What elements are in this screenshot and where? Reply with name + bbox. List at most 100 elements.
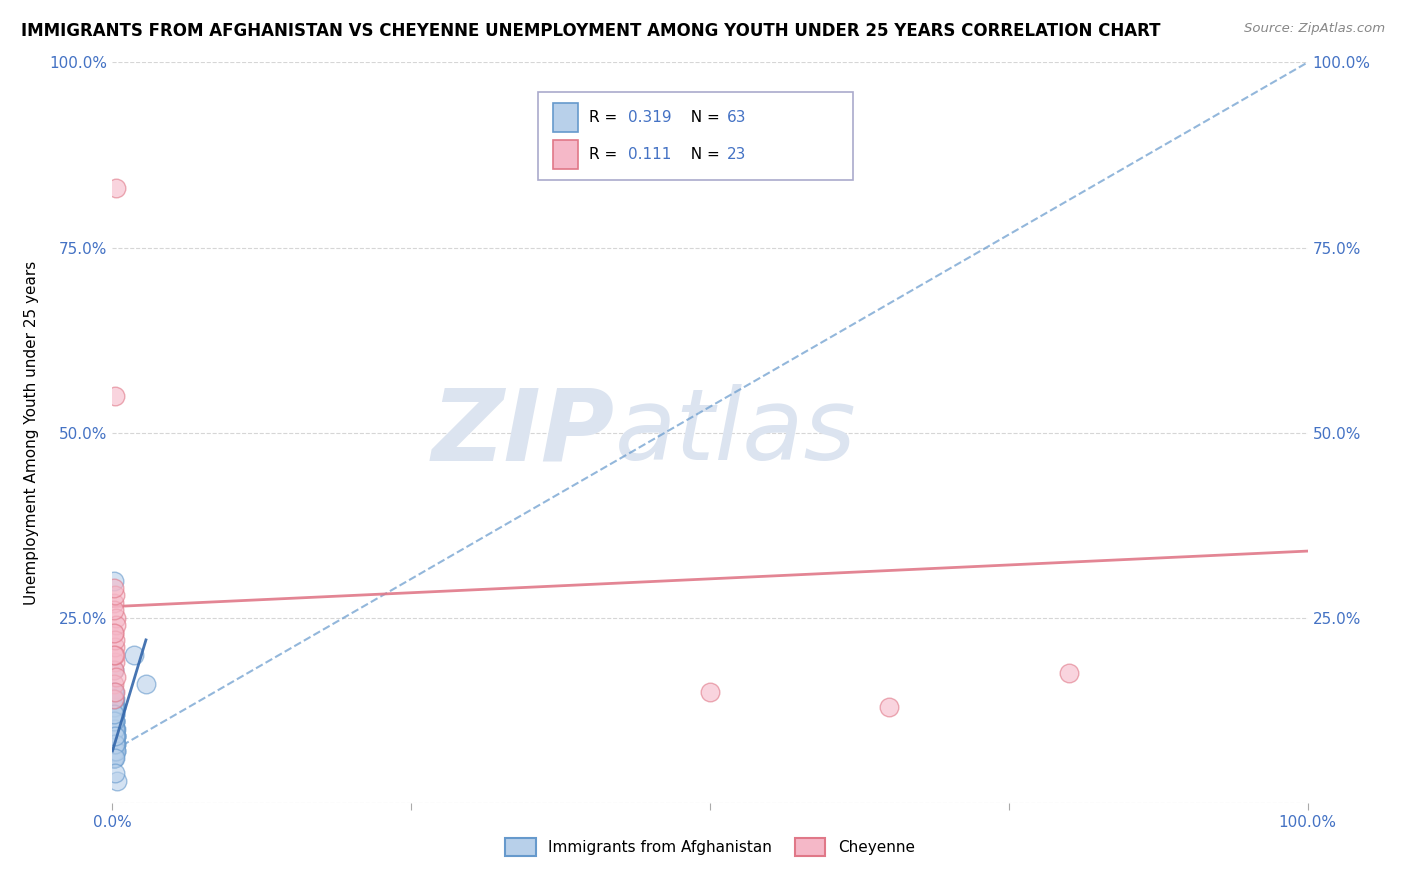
Point xyxy=(103,663,125,677)
Text: atlas: atlas xyxy=(614,384,856,481)
Point xyxy=(105,729,128,743)
Point xyxy=(104,722,127,736)
Point xyxy=(103,751,125,765)
Text: 0.111: 0.111 xyxy=(628,147,672,162)
Point xyxy=(104,714,127,729)
Point xyxy=(104,744,127,758)
Point xyxy=(103,603,125,617)
Point xyxy=(104,722,127,736)
Text: N =: N = xyxy=(681,110,724,125)
Point xyxy=(103,581,125,595)
Point xyxy=(104,699,127,714)
Point xyxy=(105,618,128,632)
Point xyxy=(103,737,125,751)
Point xyxy=(104,766,127,780)
Point xyxy=(103,722,125,736)
Point xyxy=(103,744,125,758)
Point xyxy=(104,737,127,751)
Point xyxy=(104,632,127,647)
Point xyxy=(103,692,125,706)
Point xyxy=(104,589,127,603)
Text: ZIP: ZIP xyxy=(432,384,614,481)
Point xyxy=(103,706,125,721)
Text: N =: N = xyxy=(681,147,724,162)
Point xyxy=(104,737,127,751)
Point xyxy=(103,685,125,699)
Point xyxy=(103,706,125,721)
Point xyxy=(104,737,127,751)
Point xyxy=(103,744,125,758)
Point xyxy=(104,648,127,662)
Point xyxy=(103,751,125,765)
Point xyxy=(104,737,127,751)
Point xyxy=(103,685,125,699)
Point xyxy=(105,737,128,751)
Point xyxy=(104,729,127,743)
Point xyxy=(103,692,125,706)
Point xyxy=(104,655,127,669)
Point xyxy=(122,648,145,662)
Point xyxy=(103,625,125,640)
Point xyxy=(103,714,125,729)
Point xyxy=(103,714,125,729)
Point xyxy=(135,677,157,691)
Point xyxy=(103,744,125,758)
Point xyxy=(105,699,128,714)
Point xyxy=(104,685,127,699)
Point xyxy=(103,685,125,699)
Point xyxy=(105,181,128,195)
Text: 0.319: 0.319 xyxy=(628,110,672,125)
Text: R =: R = xyxy=(589,110,623,125)
Point xyxy=(105,773,128,788)
Point xyxy=(103,706,125,721)
Point xyxy=(104,744,127,758)
Point xyxy=(105,737,128,751)
Point xyxy=(104,706,127,721)
Point xyxy=(103,663,125,677)
Point xyxy=(104,729,127,743)
Point xyxy=(105,744,128,758)
Point xyxy=(104,729,127,743)
Point xyxy=(105,722,128,736)
Point xyxy=(104,729,127,743)
Point xyxy=(105,610,128,624)
Point xyxy=(103,751,125,765)
Legend: Immigrants from Afghanistan, Cheyenne: Immigrants from Afghanistan, Cheyenne xyxy=(499,832,921,862)
Text: R =: R = xyxy=(589,147,623,162)
Point xyxy=(879,699,901,714)
Point xyxy=(103,648,125,662)
Point xyxy=(104,388,127,402)
Point xyxy=(103,625,125,640)
Point xyxy=(104,640,127,655)
Point xyxy=(105,729,128,743)
Point xyxy=(105,729,128,743)
Point xyxy=(104,722,127,736)
Point xyxy=(103,596,125,610)
Point xyxy=(104,699,127,714)
Point xyxy=(103,574,125,588)
Point xyxy=(103,699,125,714)
Point xyxy=(104,722,127,736)
Text: Source: ZipAtlas.com: Source: ZipAtlas.com xyxy=(1244,22,1385,36)
Point xyxy=(105,744,128,758)
Text: 63: 63 xyxy=(727,110,747,125)
Point xyxy=(699,685,721,699)
Point xyxy=(103,714,125,729)
Point xyxy=(104,737,127,751)
Point xyxy=(103,692,125,706)
Point xyxy=(103,692,125,706)
Point xyxy=(103,706,125,721)
Y-axis label: Unemployment Among Youth under 25 years: Unemployment Among Youth under 25 years xyxy=(24,260,38,605)
Point xyxy=(104,714,127,729)
Point xyxy=(104,714,127,729)
Point xyxy=(103,699,125,714)
Point xyxy=(103,677,125,691)
Point xyxy=(1057,666,1080,681)
Point xyxy=(104,706,127,721)
Point xyxy=(104,751,127,765)
Point xyxy=(105,670,128,684)
Point xyxy=(104,692,127,706)
Point xyxy=(103,751,125,765)
Text: IMMIGRANTS FROM AFGHANISTAN VS CHEYENNE UNEMPLOYMENT AMONG YOUTH UNDER 25 YEARS : IMMIGRANTS FROM AFGHANISTAN VS CHEYENNE … xyxy=(21,22,1160,40)
Text: 23: 23 xyxy=(727,147,747,162)
